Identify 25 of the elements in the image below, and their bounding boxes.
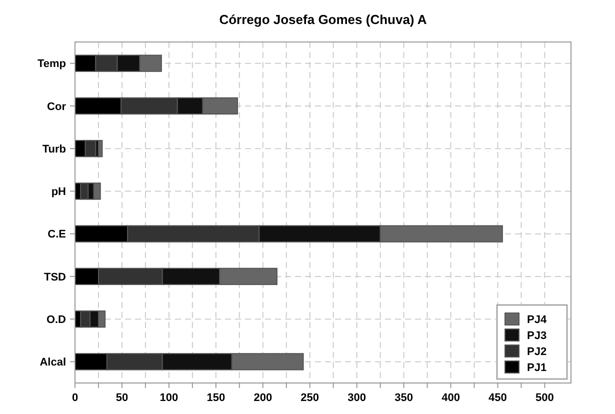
x-tick-label: 450 [488,392,507,404]
x-tick-label: 300 [348,392,366,404]
y-tick-label: Turb [42,143,66,156]
x-tick-label: 150 [206,392,226,404]
y-tick-label: C.E [48,228,66,241]
y-tick-label: pH [51,186,66,198]
x-tick-label: 250 [300,392,320,404]
x-tick-label: 400 [442,392,460,404]
x-tick-label: 100 [160,392,178,404]
legend-label: PJ1 [527,362,547,374]
legend-label: PJ3 [527,330,547,342]
x-tick-label: 350 [394,392,413,404]
x-tick-label: 500 [536,392,554,404]
y-tick-label: Alcal [40,356,66,369]
x-tick-label: 200 [254,392,272,404]
chart-title: Córrego Josefa Gomes (Chuva) A [219,12,428,27]
legend-label: PJ4 [527,314,548,326]
x-tick-label: 50 [116,392,128,404]
legend-label: PJ2 [527,346,547,358]
y-tick-label: Cor [47,100,67,113]
y-tick-label: O.D [46,314,66,326]
y-tick-label: Temp [37,58,66,70]
bar [98,140,103,158]
x-tick-label: 0 [72,392,78,404]
y-tick-label: TSD [44,271,66,284]
